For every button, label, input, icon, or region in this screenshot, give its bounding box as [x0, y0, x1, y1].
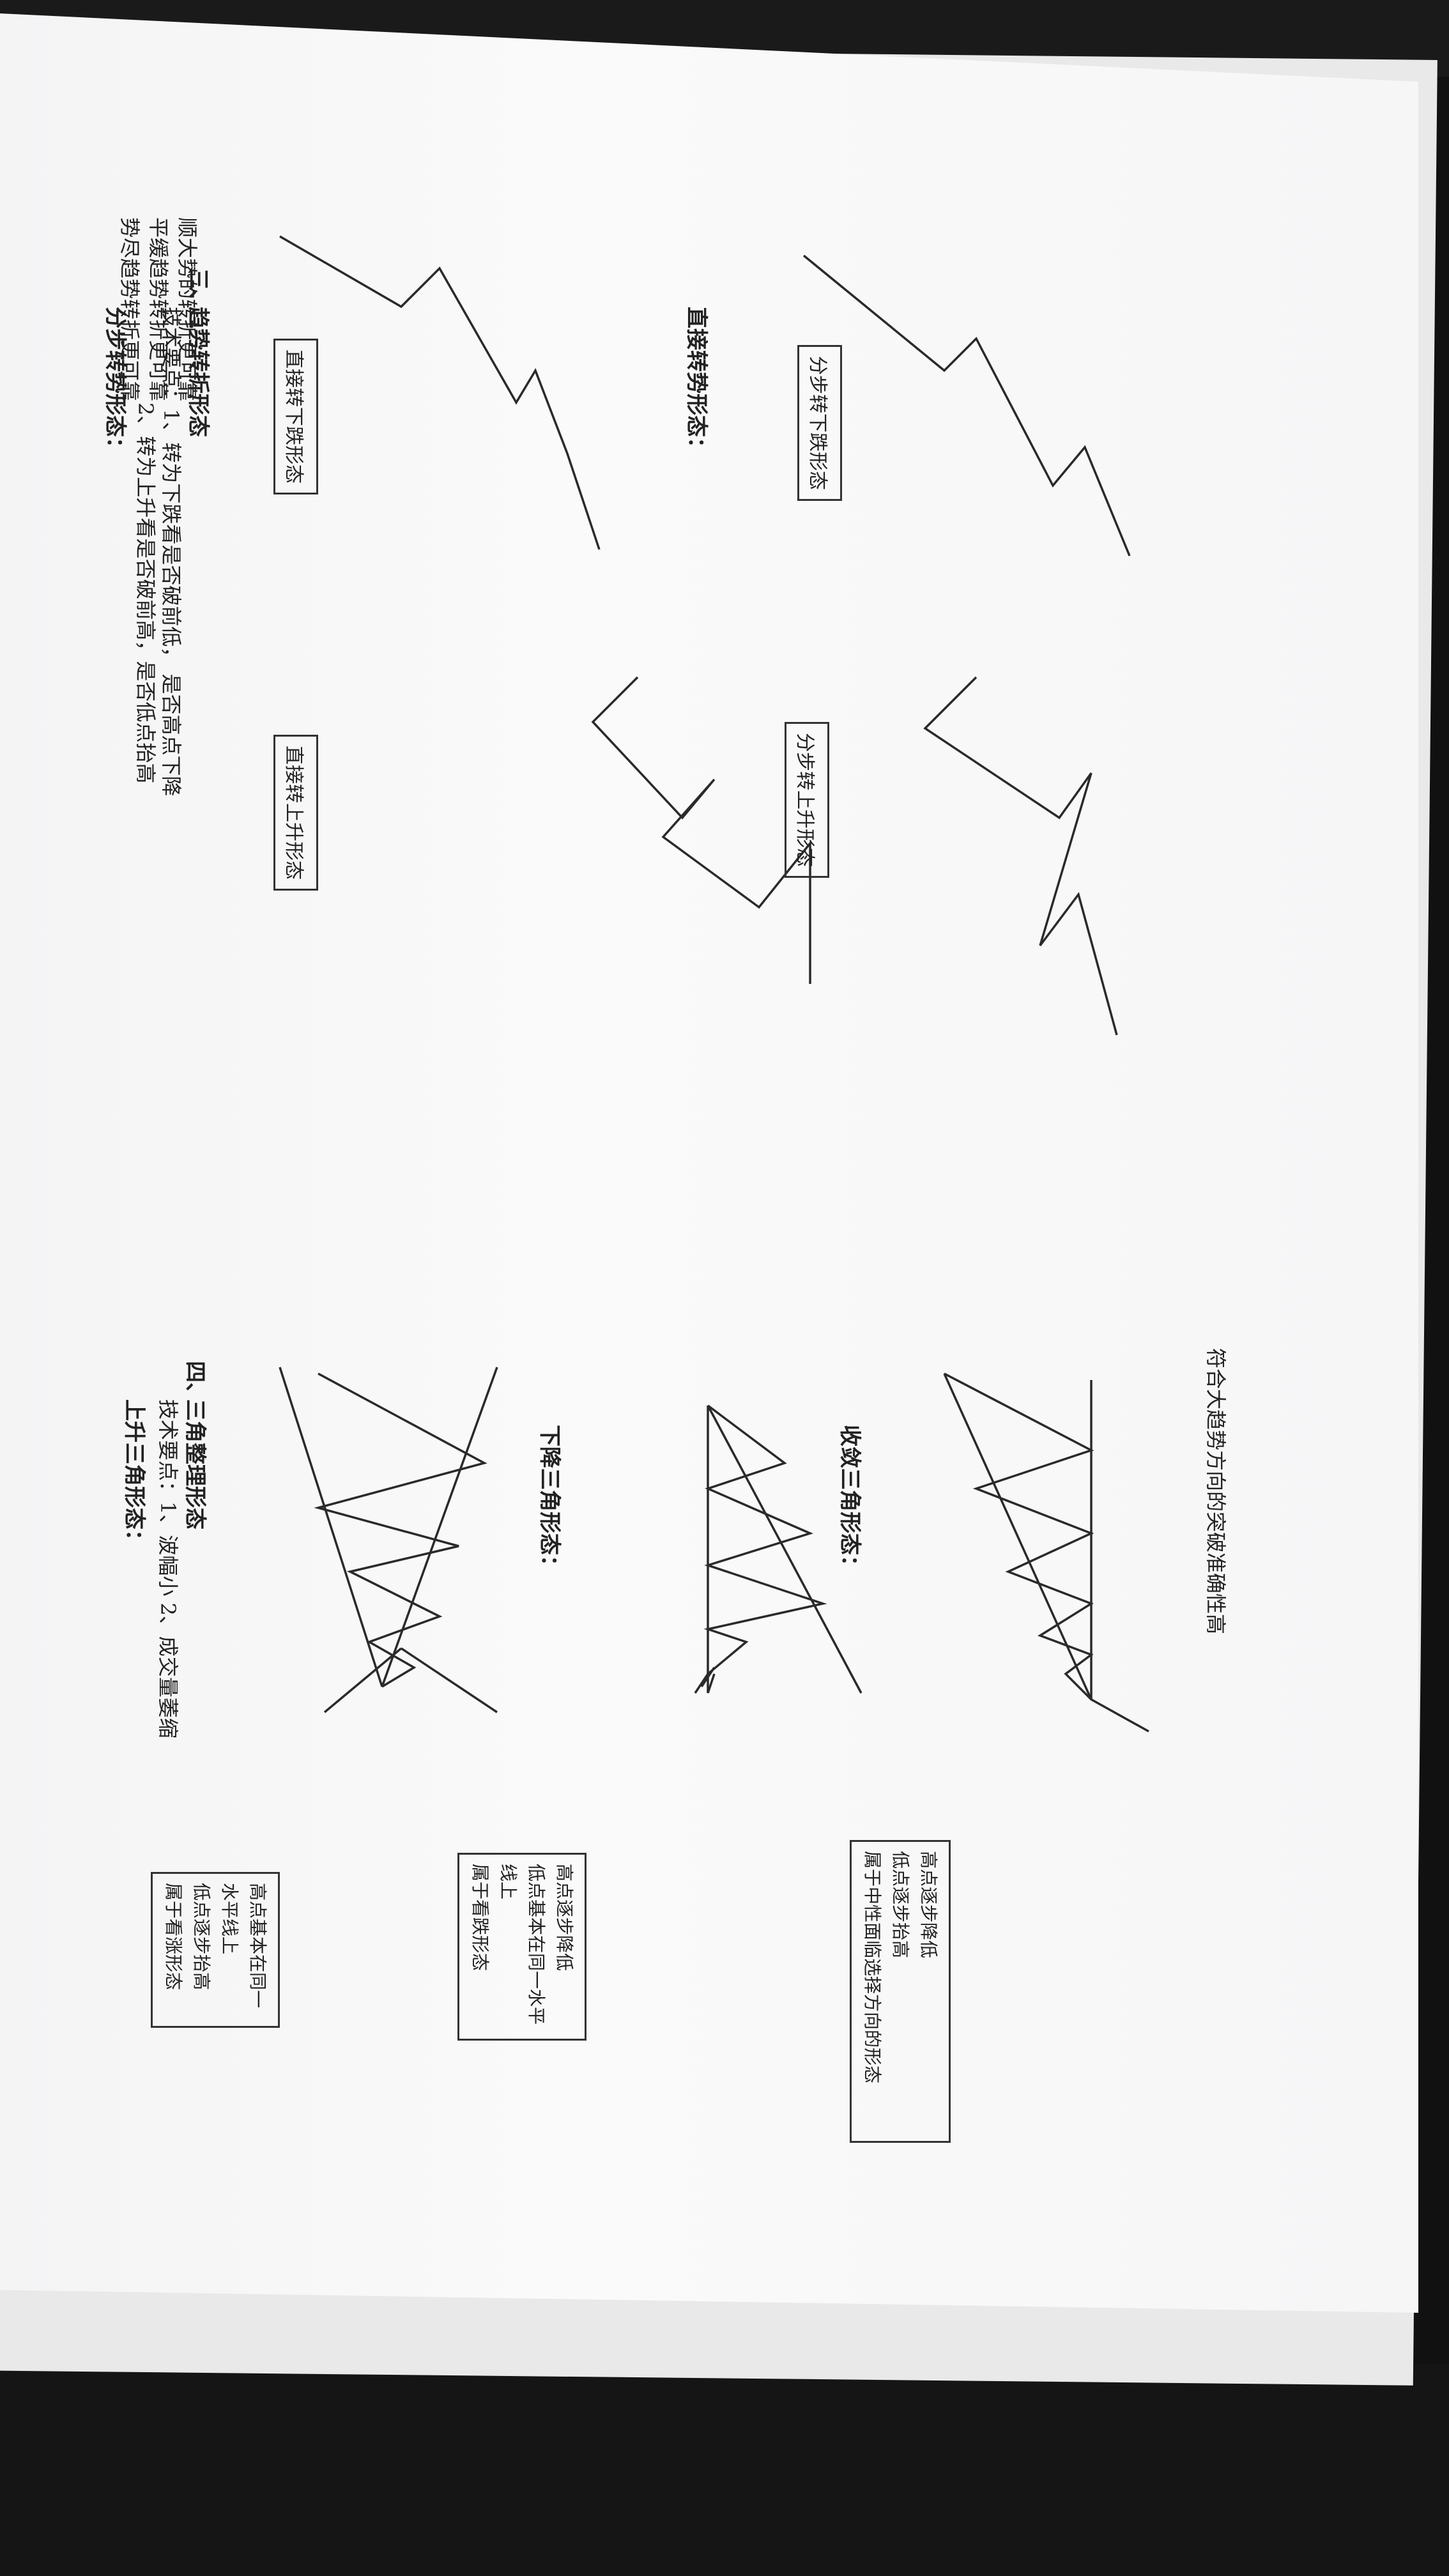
box-converging: 高点逐步降低 低点逐步抬高 属于中性面临选择方向的形态	[850, 1840, 951, 2143]
box-converging-line3: 属于中性面临选择方向的形态	[862, 1851, 883, 2084]
section4-number: 四、	[182, 1361, 208, 1404]
section4-title: 三角整理形态	[182, 1399, 208, 1529]
label-direct-up: 直接转上升形态	[273, 735, 318, 891]
box-ascending-line2: 低点逐步抬高	[191, 1883, 212, 1991]
descending-triangle-line	[694, 1404, 827, 1694]
step-up-line	[923, 676, 1118, 1036]
direct-down-line	[279, 235, 601, 550]
note-2: 平缓趋势转折更可靠	[146, 217, 171, 402]
converging-subtitle: 收敛三角形态：	[837, 1425, 862, 1577]
ascending-triangle-line	[944, 1372, 1149, 1733]
box-ascending-line3: 属于看涨形态	[163, 1883, 184, 1991]
converging-triangle-line	[314, 1372, 487, 1688]
note-3: 势尽趋势转折更可靠	[118, 217, 142, 402]
box-ascending-line1: 高点基本在同一水平线上	[219, 1883, 268, 2009]
section4-tech-points: 技术要点：1、波幅小 2、成交量萎缩	[156, 1399, 180, 1738]
descending-subtitle: 下降三角形态：	[537, 1425, 562, 1577]
paper-sheet	[0, 13, 1418, 2313]
step-down-line	[802, 254, 1131, 556]
direct-up-line	[591, 676, 811, 984]
box-descending-line2: 低点基本在同一水平线上	[498, 1864, 547, 2025]
box-descending: 高点逐步降低 低点基本在同一水平线上 属于看跌形态	[457, 1853, 586, 2041]
box-descending-line1: 高点逐步降低	[554, 1864, 575, 1972]
note-1: 顺大势的转折更可靠	[175, 217, 199, 402]
section4-footer: 符合大趋势方向的突破准确性高	[1204, 1348, 1228, 1635]
label-step-down: 分步转下跌形态	[797, 345, 842, 501]
box-converging-line2: 低点逐步抬高	[890, 1851, 911, 1959]
ascending-subtitle: 上升三角形态：	[121, 1399, 147, 1551]
box-ascending: 高点基本在同一水平线上 低点逐步抬高 属于看涨形态	[151, 1872, 280, 2028]
section3-direct-subtitle: 直接转势形态：	[684, 307, 709, 459]
label-direct-down: 直接转下跌形态	[273, 339, 318, 494]
box-converging-line1: 高点逐步降低	[918, 1851, 939, 1959]
label-step-up: 分步转上升形态	[785, 722, 829, 878]
background-bottom	[0, 2364, 1449, 2576]
box-descending-line3: 属于看跌形态	[470, 1864, 491, 1972]
